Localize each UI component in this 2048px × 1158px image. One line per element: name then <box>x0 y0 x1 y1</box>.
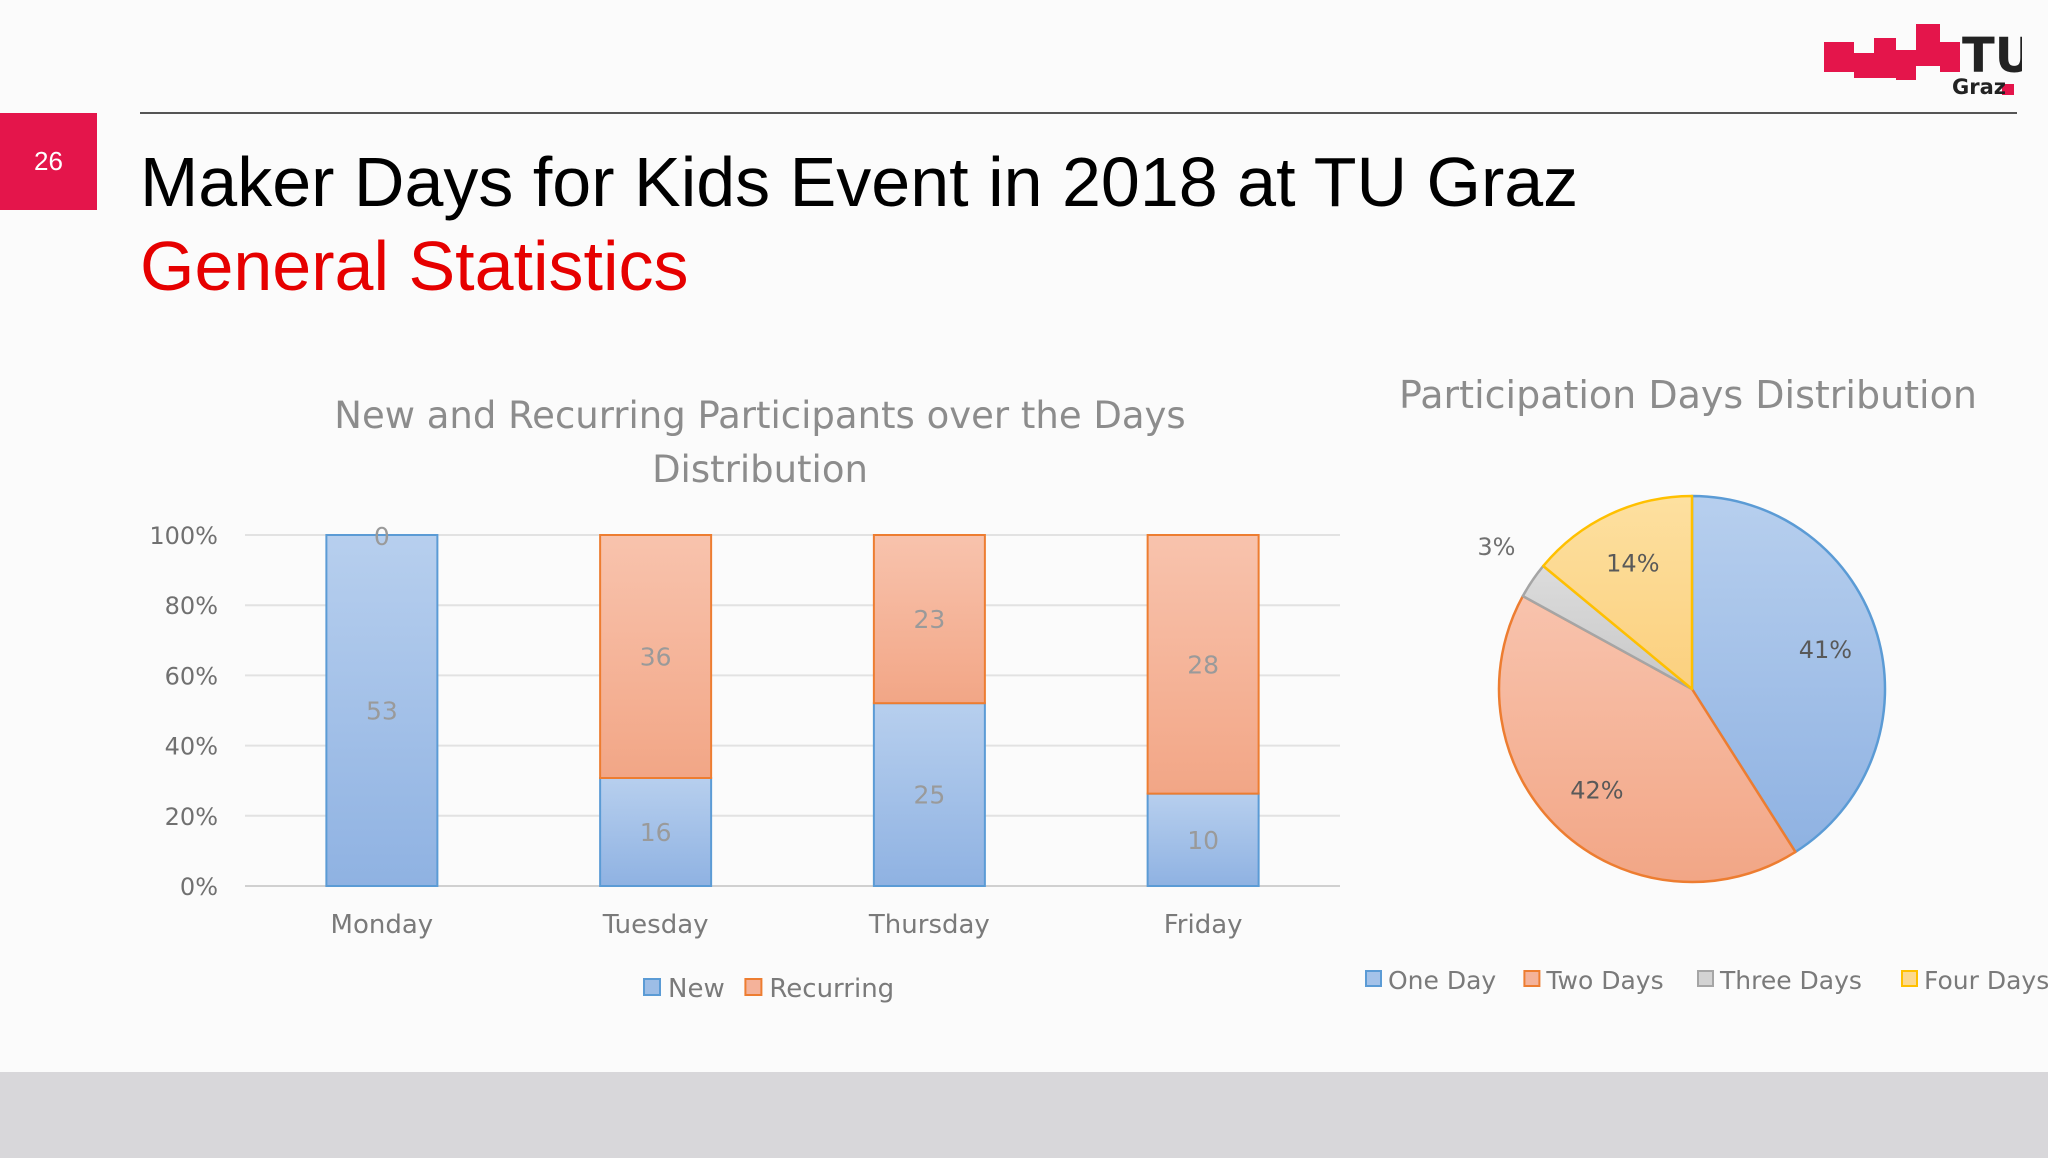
data-label-recurring: 28 <box>1187 650 1219 679</box>
bar-recurring-tuesday <box>599 534 713 779</box>
header-rule <box>140 112 2017 114</box>
logo-text-tu: TU <box>1962 28 2022 84</box>
bar-chart-title-line-2: Distribution <box>652 448 868 491</box>
pie-chart-title: Participation Days Distribution <box>1399 373 1977 417</box>
y-tick-label: 60% <box>165 662 218 690</box>
pie-slice-four-days <box>1542 494 1694 691</box>
legend-swatch-recurring <box>744 978 763 996</box>
bar-new-friday <box>1146 792 1260 888</box>
pie-legend-label-three-days: Three Days <box>1719 966 1862 995</box>
data-label-new: 16 <box>640 818 672 847</box>
y-tick-label: 20% <box>165 803 218 831</box>
y-tick-label: 80% <box>165 592 218 620</box>
pie-legend-label-four-days: Four Days <box>1924 966 2048 995</box>
data-label-new: 25 <box>913 781 945 810</box>
slide-subtitle: General Statistics <box>140 227 689 305</box>
pie-legend-swatch-three-days <box>1697 970 1714 987</box>
pie-data-label: 41% <box>1799 636 1852 664</box>
bar-new-tuesday <box>599 777 713 887</box>
data-label-recurring: 0 <box>374 522 390 551</box>
data-label-new: 53 <box>366 697 398 726</box>
x-tick-label: Monday <box>331 910 434 940</box>
slide-title: Maker Days for Kids Event in 2018 at TU … <box>140 143 1579 221</box>
bar-chart-title-line-1: New and Recurring Participants over the … <box>334 394 1185 437</box>
pie-data-label: 3% <box>1477 533 1515 561</box>
pie-legend-label-two-days: Two Days <box>1545 966 1663 995</box>
charts-canvas: New and Recurring Participants over the … <box>149 373 2048 1004</box>
bar-recurring-friday <box>1146 534 1260 795</box>
data-label-recurring: 36 <box>640 643 672 672</box>
x-tick-label: Thursday <box>868 910 990 940</box>
legend-label-new: New <box>668 974 725 1004</box>
bar-new-thursday <box>872 702 986 887</box>
page-number-badge: 26 <box>0 113 97 210</box>
pie-slice-two-days <box>1497 594 1797 884</box>
pie-data-label: 14% <box>1606 549 1659 577</box>
legend-label-recurring: Recurring <box>769 974 894 1004</box>
y-tick-label: 100% <box>149 522 218 550</box>
tu-graz-logo: TU Graz <box>1824 24 2022 99</box>
bar-recurring-thursday <box>872 534 986 705</box>
data-label-new: 10 <box>1187 826 1219 855</box>
y-tick-label: 40% <box>165 733 218 761</box>
y-tick-label: 0% <box>180 873 218 901</box>
x-tick-label: Tuesday <box>602 910 709 940</box>
legend-swatch-new <box>643 978 661 996</box>
pie-legend-label-one-day: One Day <box>1388 966 1496 995</box>
logo-text-graz: Graz <box>1952 75 2006 99</box>
pie-legend-swatch-four-days <box>1901 970 1918 987</box>
data-label-recurring: 23 <box>913 605 945 634</box>
x-tick-label: Friday <box>1164 910 1243 940</box>
pie-legend-swatch-one-day <box>1365 970 1382 987</box>
pie-data-label: 42% <box>1570 776 1623 804</box>
bar-new-monday <box>325 534 439 887</box>
pie-legend-swatch-two-days <box>1523 970 1541 987</box>
footer-band <box>0 1072 2048 1158</box>
